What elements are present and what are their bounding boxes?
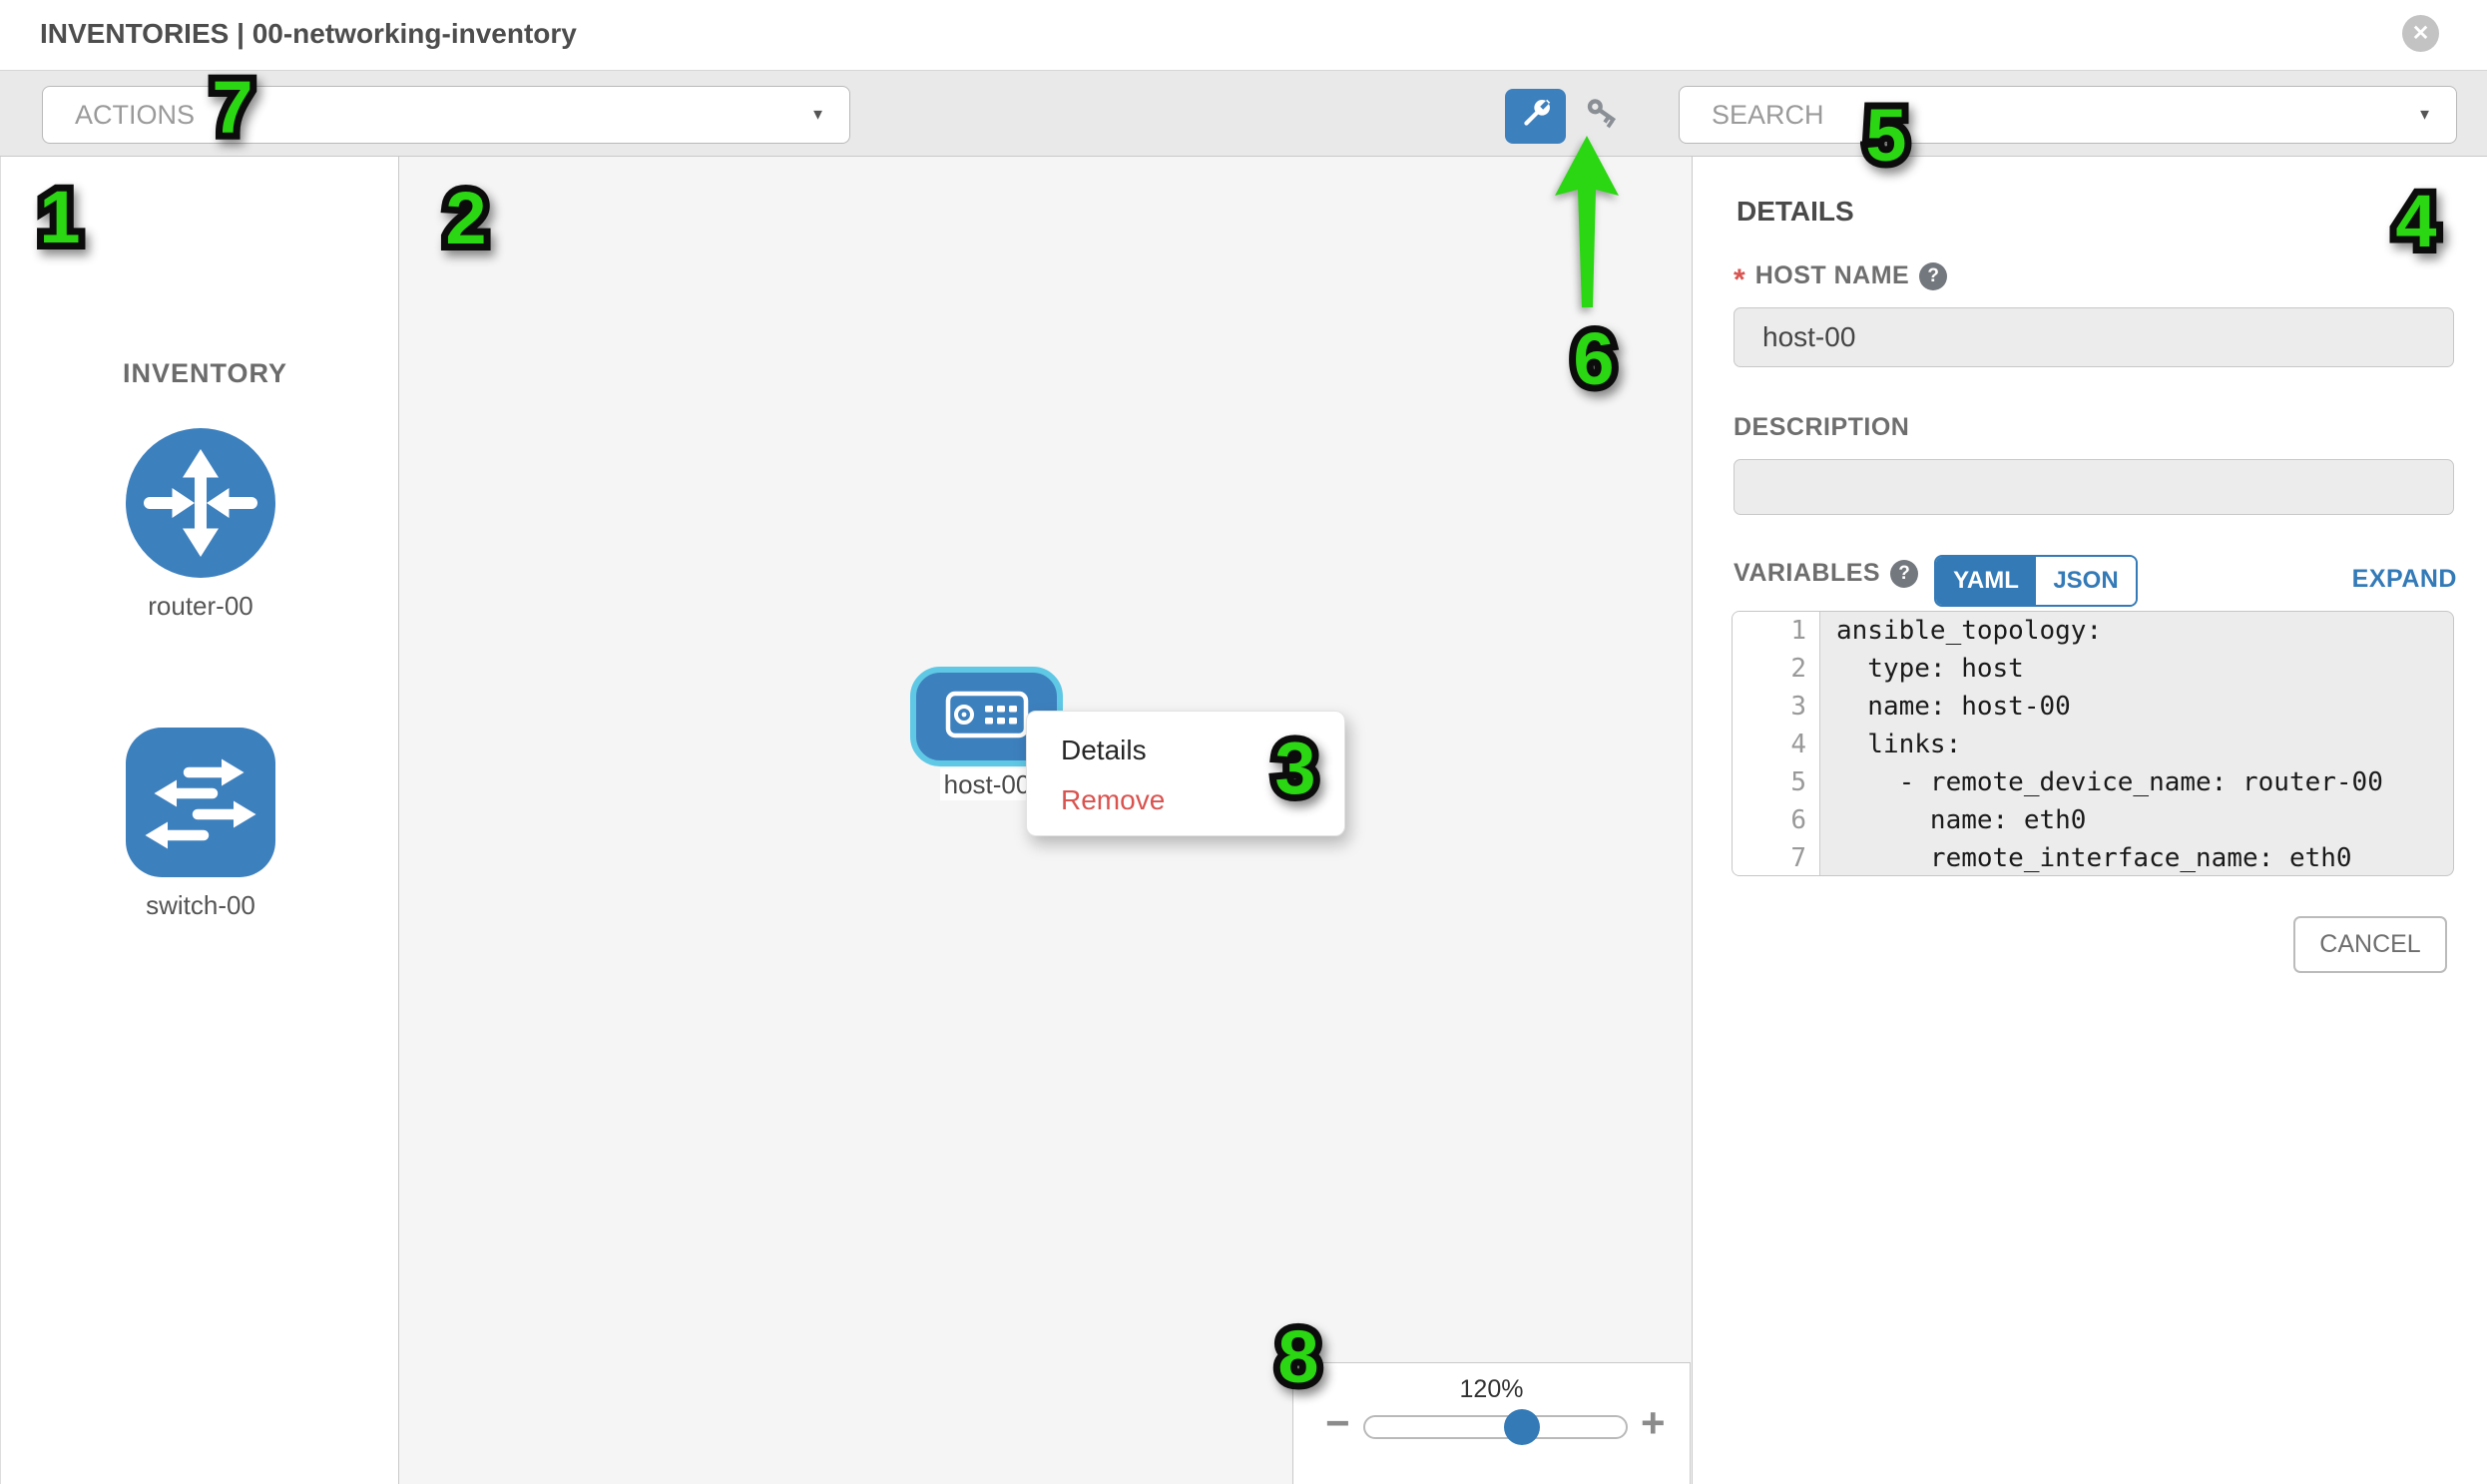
zoom-out-button[interactable]: − (1325, 1399, 1350, 1446)
actions-dropdown-label: ACTIONS (75, 99, 196, 130)
variables-format-toggle: YAML JSON (1934, 555, 2138, 607)
help-icon[interactable]: ? (1890, 559, 1919, 588)
switch-icon (126, 728, 275, 881)
sidebar-item-label: switch-00 (146, 890, 255, 920)
search-dropdown-label: SEARCH (1712, 99, 1824, 130)
variables-label-row: VARIABLES ? (1734, 559, 1919, 588)
line-number: 2 (1790, 654, 1806, 684)
page-title: INVENTORIES | 00-networking-inventory (40, 18, 577, 49)
code-line: 1 ansible_topology: (1733, 612, 2453, 650)
code-line: 3 name: host-00 (1733, 688, 2453, 726)
context-menu-item-remove[interactable]: Remove (1061, 784, 1166, 815)
line-number: 7 (1790, 843, 1806, 873)
code-line: 2 type: host (1733, 650, 2453, 688)
topology-canvas[interactable]: host-00 Details Remove 120% − + (399, 157, 1692, 1484)
zoom-level-value: 120% (1459, 1375, 1524, 1403)
details-heading: DETAILS (1737, 196, 1854, 227)
code-line: 5 - remote_device_name: router-00 (1733, 763, 2453, 801)
actions-dropdown[interactable]: ACTIONS ▼ (42, 86, 850, 144)
line-text: name: host-00 (1836, 692, 2071, 722)
tab-yaml[interactable]: YAML (1936, 557, 2036, 605)
line-text: ansible_topology: (1836, 616, 2103, 646)
tab-json[interactable]: JSON (2036, 557, 2136, 605)
cancel-button[interactable]: CANCEL (2293, 916, 2447, 973)
variables-label: VARIABLES (1734, 559, 1881, 587)
chevron-down-icon: ▼ (2417, 106, 2432, 124)
required-asterisk: * (1734, 262, 1745, 296)
line-text: type: host (1836, 654, 2024, 684)
wrench-icon (1518, 96, 1554, 137)
code-line: 4 links: (1733, 726, 2453, 763)
context-menu-item-details[interactable]: Details (1061, 735, 1147, 765)
line-number: 6 (1790, 805, 1806, 835)
zoom-in-button[interactable]: + (1641, 1399, 1666, 1446)
line-text: name: eth0 (1836, 805, 2087, 835)
line-text: remote_interface_name: eth0 (1836, 843, 2352, 873)
host-name-label-row: * HOST NAME ? (1734, 261, 1948, 296)
zoom-control: 120% − + (1292, 1362, 1691, 1484)
chevron-down-icon: ▼ (810, 106, 825, 124)
sidebar-item-router-00[interactable]: router-00 (126, 428, 275, 622)
tools-button[interactable] (1505, 89, 1566, 144)
key-icon (1580, 97, 1620, 140)
toolbar: ACTIONS ▼ (0, 70, 2487, 157)
router-icon (126, 428, 275, 582)
node-context-menu: Details Remove (1026, 711, 1345, 836)
editor-gutter (1733, 612, 1820, 875)
close-glyph: ✕ (2411, 22, 2430, 45)
expand-link[interactable]: EXPAND (2351, 565, 2457, 593)
line-number: 3 (1790, 692, 1806, 722)
host-node-label: host-00 (940, 768, 1034, 800)
code-line: 6 name: eth0 (1733, 801, 2453, 839)
description-label-row: DESCRIPTION (1734, 413, 1909, 442)
host-name-label: HOST NAME (1754, 261, 1910, 289)
zoom-slider-thumb[interactable] (1504, 1409, 1540, 1445)
description-input[interactable] (1734, 459, 2454, 515)
search-dropdown[interactable]: SEARCH ▼ (1679, 86, 2457, 144)
sidebar-heading: INVENTORY (123, 358, 288, 388)
code-line: 7 remote_interface_name: eth0 (1733, 839, 2453, 875)
host-name-input[interactable] (1734, 307, 2454, 367)
description-label: DESCRIPTION (1734, 413, 1910, 441)
line-number: 4 (1790, 730, 1806, 759)
line-text: links: (1836, 730, 1962, 759)
line-text: - remote_device_name: router-00 (1836, 767, 2383, 797)
inventory-sidebar: INVENTORY (0, 157, 399, 1484)
line-number: 1 (1790, 616, 1806, 646)
host-server-icon (945, 691, 1029, 743)
sidebar-item-switch-00[interactable]: switch-00 (126, 728, 275, 921)
line-number: 5 (1790, 767, 1806, 797)
key-button[interactable] (1579, 97, 1621, 139)
zoom-slider-track[interactable] (1363, 1415, 1628, 1439)
close-icon[interactable]: ✕ (2402, 15, 2439, 52)
header-bar: INVENTORIES | 00-networking-inventory ✕ (0, 0, 2487, 70)
help-icon[interactable]: ? (1919, 261, 1948, 290)
variables-code-editor[interactable]: 1 ansible_topology: 2 type: host 3 name:… (1732, 611, 2454, 876)
sidebar-item-label: router-00 (148, 591, 253, 621)
